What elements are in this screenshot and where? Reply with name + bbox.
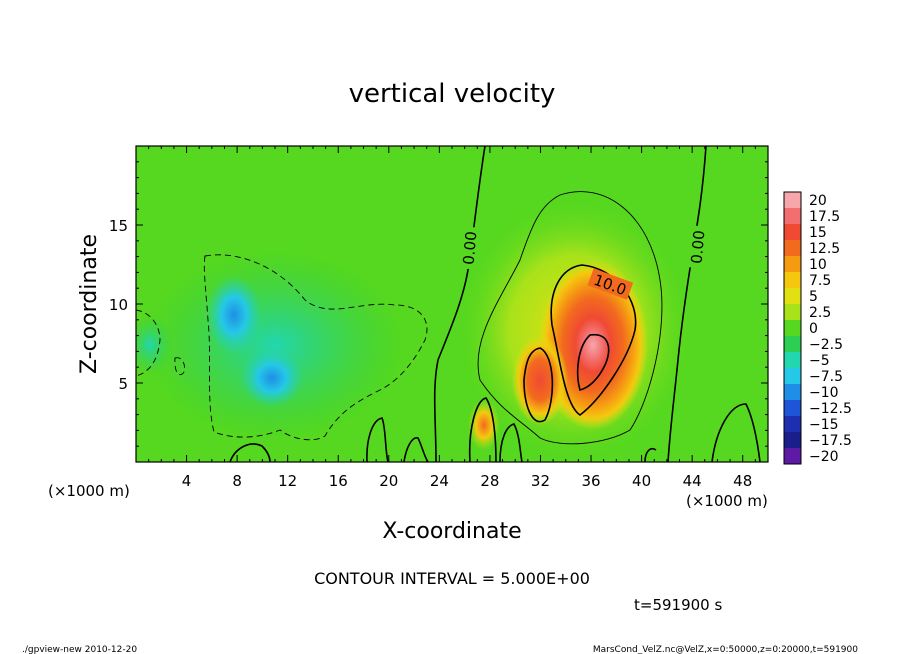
contour-10-secondary xyxy=(523,347,554,423)
contour-zero-mound-4 xyxy=(468,397,497,462)
x-unit-right: (×1000 m) xyxy=(686,492,768,510)
plot-area: 0.00 10.0 0.00 xyxy=(136,146,768,462)
contour-label-left-bg xyxy=(458,226,480,270)
colorbar-swatch xyxy=(784,224,801,241)
contour-zero-mound-7 xyxy=(644,447,657,462)
colorbar-label: 0 xyxy=(809,321,818,337)
colorbar-swatch xyxy=(784,304,801,321)
x-tick-label: 32 xyxy=(531,472,550,490)
colorbar-label: 20 xyxy=(809,193,827,209)
contour-label-left: 0.00 xyxy=(458,226,481,270)
contour-zero-left xyxy=(433,146,486,462)
contour-label-mid-bg xyxy=(587,268,634,300)
colorbar-label: 15 xyxy=(809,225,827,241)
colorbar-label: −17.5 xyxy=(809,433,852,449)
time-text: t=591900 s xyxy=(634,596,722,614)
contour-neg-edge xyxy=(136,309,161,377)
colorbar-swatch xyxy=(784,192,801,209)
contour-zero-mound-5 xyxy=(499,423,523,462)
x-tick-label: 20 xyxy=(379,472,398,490)
colorbar-swatch xyxy=(784,400,801,417)
colorbar-label: 12.5 xyxy=(809,241,840,257)
footer-left: ./gpview-new 2010-12-20 xyxy=(22,645,137,654)
x-tick-label: 48 xyxy=(733,472,752,490)
colorbar-swatch xyxy=(784,432,801,449)
x-tick-label: 16 xyxy=(329,472,348,490)
x-tick-label: 36 xyxy=(581,472,600,490)
y-tick-label: 15 xyxy=(109,217,128,235)
x-unit-left: (×1000 m) xyxy=(48,482,130,500)
y-axis-label: Z-coordinate xyxy=(77,234,102,374)
colorbar-label: 5 xyxy=(809,289,818,305)
contour-label-right-bg xyxy=(686,225,708,269)
downdraft-core-upper xyxy=(206,275,262,355)
x-tick-label: 12 xyxy=(278,472,297,490)
colorbar-swatch xyxy=(784,352,801,369)
colorbar-label: −2.5 xyxy=(809,337,843,353)
colorbar: 2017.51512.5107.552.50−2.5−5−7.5−10−12.5… xyxy=(783,191,852,465)
colorbar-label: −20 xyxy=(809,449,839,465)
colorbar-swatch xyxy=(784,448,801,465)
colorbar-label: −15 xyxy=(809,417,839,433)
contour-lines xyxy=(136,146,761,462)
footer-right: MarsCond_VelZ.nc@VelZ,x=0:50000,z=0:2000… xyxy=(593,645,858,654)
x-tick-label: 8 xyxy=(232,472,242,490)
colorbar-swatch xyxy=(784,416,801,433)
colorbar-label: −10 xyxy=(809,385,839,401)
y-tick-label: 5 xyxy=(118,375,128,393)
contour-neg-small xyxy=(174,357,185,376)
x-tick-label: 24 xyxy=(430,472,449,490)
colorbar-swatch xyxy=(784,272,801,289)
x-axis-label: X-coordinate xyxy=(382,519,521,544)
colorbar-label: 7.5 xyxy=(809,273,831,289)
colorbar-swatch xyxy=(784,288,801,305)
colorbar-swatch xyxy=(784,384,801,401)
x-tick-label: 44 xyxy=(683,472,702,490)
contour-5 xyxy=(477,191,663,445)
colorbar-swatch xyxy=(784,256,801,273)
contour-zero-mound-3 xyxy=(403,437,429,462)
x-axis: 4 8 12 16 20 24 28 32 36 40 44 48 xyxy=(148,146,756,490)
contour-15 xyxy=(576,334,610,391)
colorbar-label: 17.5 xyxy=(809,209,840,225)
colorbar-swatch xyxy=(784,336,801,353)
contour-zero-right xyxy=(667,146,707,462)
x-tick-label: 28 xyxy=(480,472,499,490)
y-axis: 5 10 15 xyxy=(109,161,768,447)
contour-zero-mound-1 xyxy=(229,443,271,462)
contour-label-right: 0.00 xyxy=(686,225,709,269)
colorbar-swatch xyxy=(784,368,801,385)
contour-interval-text: CONTOUR INTERVAL = 5.000E+00 xyxy=(314,569,590,588)
contour-10 xyxy=(550,264,637,416)
downdraft-region xyxy=(145,250,405,440)
downdraft-core-lower xyxy=(240,348,304,408)
downdraft-left-edge xyxy=(136,315,172,375)
colorbar-frame xyxy=(783,191,802,465)
chart-title: vertical velocity xyxy=(349,79,556,109)
x-tick-label: 4 xyxy=(182,472,192,490)
x-tick-label: 40 xyxy=(632,472,651,490)
colorbar-swatch xyxy=(784,320,801,337)
colorbar-label: 10 xyxy=(809,257,827,273)
y-tick-label: 10 xyxy=(109,296,128,314)
contour-label-right-text: 0.00 xyxy=(688,230,709,265)
colorbar-label: 2.5 xyxy=(809,305,831,321)
contour-label-left-text: 0.00 xyxy=(460,231,481,266)
colorbar-label: −5 xyxy=(809,353,830,369)
colorbar-label: −7.5 xyxy=(809,369,843,385)
contour-neg-left xyxy=(203,254,428,441)
contour-zero-mound-6 xyxy=(711,403,761,462)
colorbar-swatch xyxy=(784,208,801,225)
colorbar-swatch xyxy=(784,240,801,257)
contour-zero-mound-2 xyxy=(366,417,389,462)
colorbar-label: −12.5 xyxy=(809,401,852,417)
